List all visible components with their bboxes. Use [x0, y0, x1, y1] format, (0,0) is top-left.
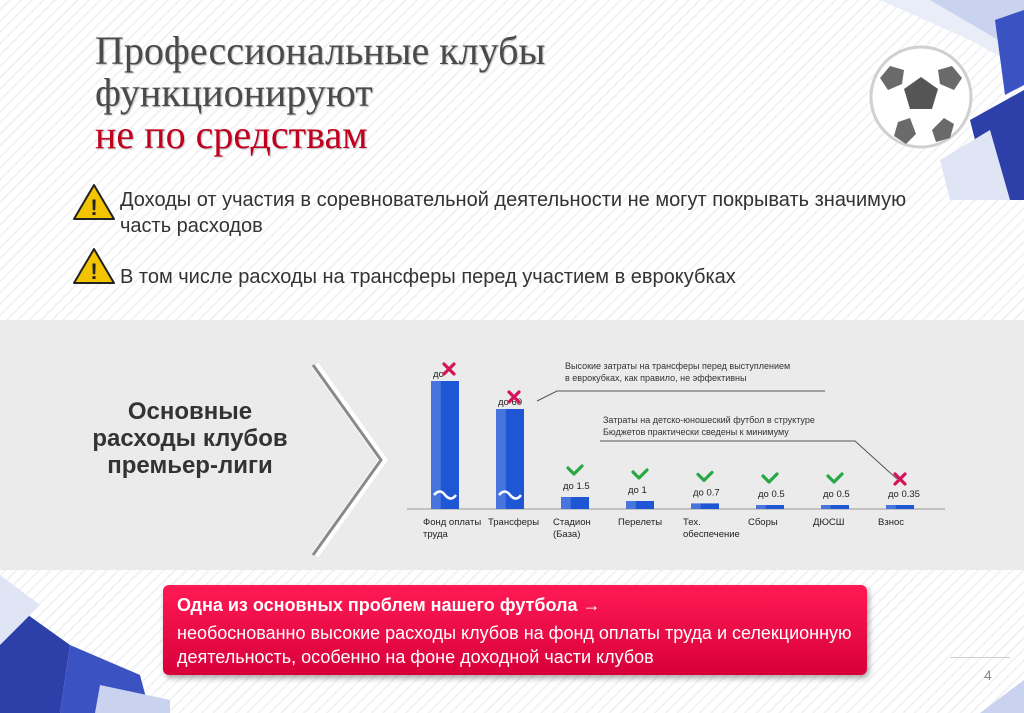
bar — [886, 505, 914, 509]
data-label: до — [433, 369, 444, 380]
warning-icon: ! — [73, 248, 115, 284]
data-label: до 0.5 — [823, 489, 850, 500]
cross-icon — [893, 472, 907, 486]
bar-highlight — [561, 497, 571, 509]
cross-icon — [442, 362, 456, 376]
title-line-2: функционируют — [95, 70, 373, 115]
svg-text:!: ! — [90, 259, 97, 284]
callout-body: необоснованно высокие расходы клубов на … — [177, 623, 852, 667]
bar-highlight — [821, 505, 831, 509]
bar — [756, 505, 784, 509]
check-icon — [696, 470, 714, 482]
category-label: Фонд оплаты — [423, 517, 481, 528]
check-icon — [826, 472, 844, 484]
annotation-text: Затраты на детско-юношеский футбол в стр… — [603, 415, 815, 425]
title-line-3: не по средствам — [95, 112, 368, 157]
decor-top-right — [880, 0, 1024, 200]
bar-highlight — [756, 505, 766, 509]
annotation-leader-line — [600, 440, 898, 480]
bullet-item: ! Доходы от участия в соревновательной д… — [72, 182, 942, 239]
soccer-ball-icon — [869, 45, 973, 149]
page-title: Профессиональные клубы функционируют не … — [95, 30, 545, 156]
data-label: до 0.5 — [758, 489, 785, 500]
warning-icon: ! — [73, 184, 115, 220]
annotation-text: Бюджетов практически сведены к минимуму — [603, 427, 789, 437]
bar-highlight — [691, 503, 701, 509]
data-label: до 0.7 — [693, 487, 720, 498]
axis-break-icon — [498, 490, 523, 500]
category-label: Сборы — [748, 517, 778, 528]
bar — [691, 503, 719, 509]
bullet-text: В том числе расходы на трансферы перед у… — [120, 266, 736, 288]
category-label: (База) — [553, 529, 580, 540]
annotation-text: в еврокубках, как правило, не эффективны — [565, 373, 746, 383]
callout-box: Одна из основных проблем нашего футбола … — [163, 585, 867, 675]
bar-highlight — [431, 381, 441, 509]
bar-highlight — [626, 501, 636, 509]
callout-headline: Одна из основных проблем нашего футбола … — [177, 595, 601, 615]
cross-icon — [507, 390, 521, 404]
page-number: 4 — [984, 667, 992, 683]
svg-text:!: ! — [90, 195, 97, 220]
category-label: Стадион — [553, 517, 591, 528]
chevron-right-icon — [311, 362, 388, 558]
data-label: до 0.35 — [888, 489, 920, 500]
bullet-item: ! В том числе расходы на трансферы перед… — [72, 246, 942, 290]
axis-break-icon — [433, 490, 458, 500]
category-label: Взнос — [878, 517, 904, 528]
data-label: до 1 — [628, 485, 647, 496]
annotation-text: Высокие затраты на трансферы перед высту… — [565, 361, 790, 371]
category-label: Перелеты — [618, 517, 662, 528]
category-label: ДЮСШ — [813, 517, 845, 528]
decor-bottom-left — [0, 575, 170, 713]
category-label: Трансферы — [488, 517, 539, 528]
bullet-text: Доходы от участия в соревновательной дея… — [120, 189, 907, 237]
bar-highlight — [886, 505, 896, 509]
bar — [821, 505, 849, 509]
check-icon — [566, 464, 584, 476]
bar — [561, 497, 589, 509]
page-number-divider — [950, 657, 1010, 658]
category-label: Тех. — [683, 517, 701, 528]
annotation-leader-line — [536, 390, 825, 402]
decor-bottom-right — [980, 680, 1024, 713]
data-label: до 1.5 — [563, 481, 590, 492]
bar — [431, 381, 459, 509]
bar — [626, 501, 654, 509]
category-label: обеспечение — [683, 529, 740, 540]
check-icon — [631, 468, 649, 480]
bar-highlight — [496, 409, 506, 509]
title-line-1: Профессиональные клубы — [95, 28, 546, 73]
check-icon — [761, 472, 779, 484]
section-label: Основные расходы клубов премьер-лиги — [92, 398, 288, 479]
category-label: труда — [423, 529, 449, 540]
